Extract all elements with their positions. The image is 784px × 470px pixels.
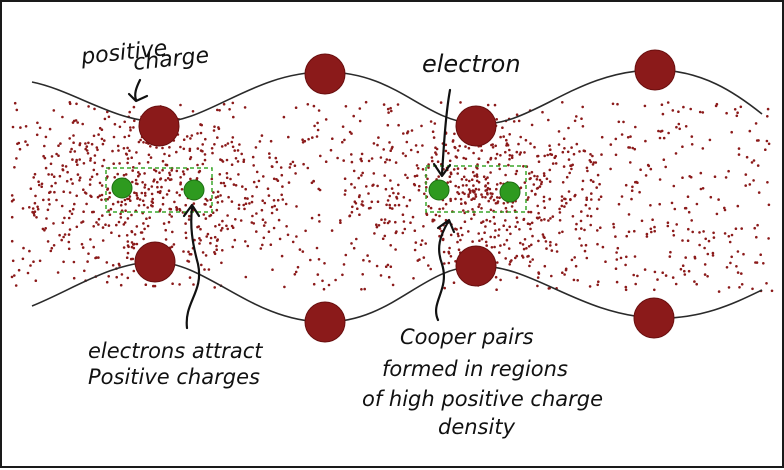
electron-density-dots xyxy=(10,100,774,293)
positive-ion xyxy=(633,297,675,339)
label-attract-line1: electrons attract xyxy=(88,339,263,363)
cooper-pair-box xyxy=(105,167,213,213)
electron xyxy=(183,179,205,201)
electron-arrow xyxy=(432,88,452,178)
label-cooper-line3: of high positive charge xyxy=(362,387,603,411)
cooper-pair-arrow xyxy=(435,218,456,322)
electron xyxy=(111,177,133,199)
label-electron: electron xyxy=(422,50,521,78)
attract-arrow xyxy=(182,203,201,330)
label-cooper-line1: Cooper pairs xyxy=(400,325,534,349)
positive-ion xyxy=(304,53,346,95)
positive-ion xyxy=(455,245,497,287)
positive-ion xyxy=(134,241,176,283)
label-cooper-line2: formed in regions xyxy=(382,357,568,381)
label-cooper-line4: density xyxy=(438,415,516,439)
cooper-pair-box xyxy=(425,165,527,213)
positive-ion xyxy=(138,105,180,147)
positive-ion xyxy=(455,105,497,147)
electron xyxy=(428,179,450,201)
positive-ion xyxy=(634,49,676,91)
electron xyxy=(499,181,521,203)
positive-ion xyxy=(304,301,346,343)
label-attract-line2: Positive charges xyxy=(88,365,260,389)
positive-charge-arrow xyxy=(127,78,149,103)
